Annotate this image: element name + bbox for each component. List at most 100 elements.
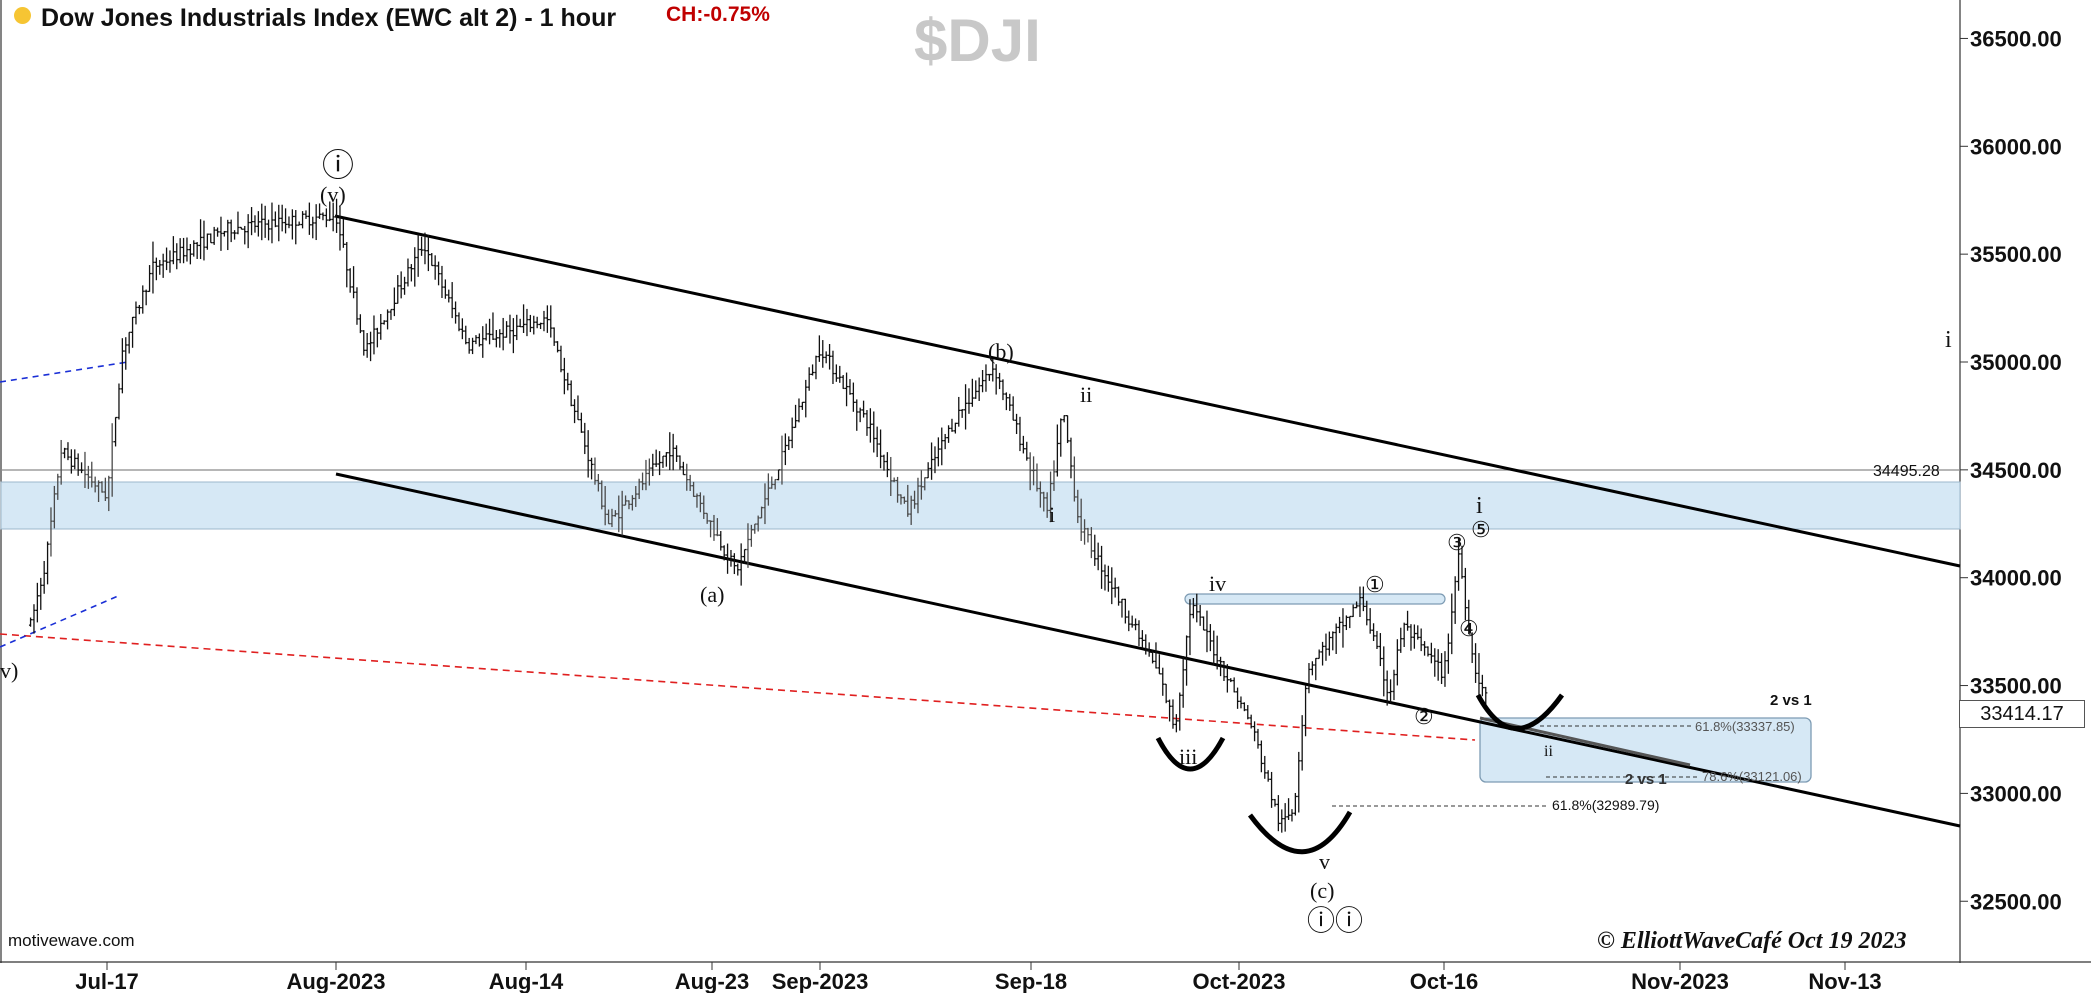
ohlc-bar [576, 395, 580, 421]
ohlc-bar [810, 364, 815, 376]
ohlc-bar [1021, 435, 1025, 454]
ohlc-bar [42, 560, 46, 594]
ohlc-bar [487, 318, 492, 345]
ohlc-bar [1456, 537, 1461, 591]
ohlc-bar [1106, 565, 1110, 592]
ohlc-bar [715, 518, 719, 537]
ohlc-bar [708, 520, 713, 538]
ohlc-bar [192, 240, 196, 257]
ohlc-bar [749, 524, 753, 547]
ohlc-bar [1263, 755, 1267, 779]
ohlc-bar [702, 495, 706, 519]
ohlc-bar [494, 330, 498, 348]
ohlc-bar [1280, 809, 1284, 833]
blue-dashed-lower [0, 595, 119, 648]
ohlc-bar [793, 404, 798, 429]
ohlc-bar [1065, 415, 1070, 444]
ohlc-bar [603, 486, 607, 526]
y-tick-label: 33000.00 [1970, 781, 2062, 806]
ohlc-bar [943, 433, 947, 450]
ohlc-bar [178, 238, 182, 264]
wave-label-circled-ii: ⓘⓘ [1307, 905, 1363, 937]
ohlc-bar [1378, 633, 1382, 667]
ohlc-bar [623, 495, 628, 506]
x-tick-label: Nov-2023 [1631, 969, 1729, 993]
ohlc-bar [620, 490, 624, 536]
ohlc-bar [647, 458, 651, 486]
ohlc-bar [535, 316, 539, 329]
ohlc-bar [375, 327, 379, 348]
ohlc-bar [1371, 623, 1376, 642]
ohlc-bar [790, 417, 794, 449]
ohlc-bar [946, 425, 951, 443]
ohlc-bar [120, 338, 124, 394]
source-label: motivewave.com [8, 931, 135, 950]
ohlc-bar [249, 207, 254, 236]
ohlc-bar [844, 372, 849, 407]
note-2-vs-1-lower: 2 vs 1 [1625, 771, 1667, 788]
ohlc-bar [297, 221, 301, 226]
ohlc-bar [617, 495, 621, 533]
ohlc-bar [147, 265, 152, 293]
ohlc-bar [804, 379, 808, 418]
ohlc-bar [130, 316, 135, 348]
ohlc-bar [691, 481, 696, 497]
ohlc-bar [1181, 656, 1185, 708]
ohlc-bar [929, 442, 934, 480]
ohlc-bar [821, 340, 825, 368]
ohlc-bar [1215, 635, 1219, 670]
wave-label-v-paren: (v) [320, 182, 346, 207]
ohlc-bar [970, 378, 974, 407]
ohlc-bar [1147, 642, 1151, 657]
ohlc-bar [637, 478, 641, 500]
ohlc-bar [1467, 599, 1471, 635]
ohlc-bar [62, 447, 67, 459]
ohlc-bar [1416, 625, 1420, 640]
ohlc-bar [586, 430, 590, 478]
ohlc-bar [736, 563, 740, 576]
ohlc-bar [69, 449, 73, 474]
ohlc-bar [365, 333, 369, 358]
ohlc-bar [848, 379, 852, 395]
ohlc-bar [1048, 471, 1053, 523]
ohlc-bar [780, 435, 784, 485]
x-tick-label: Aug-2023 [286, 969, 385, 993]
wave-label-3: ③ [1447, 530, 1467, 555]
ohlc-bar [453, 301, 458, 324]
ohlc-bar [889, 456, 893, 497]
ohlc-bar [967, 388, 971, 414]
ohlc-bar [385, 309, 390, 330]
ohlc-bar [1144, 634, 1148, 655]
ohlc-bar [1320, 641, 1325, 666]
ohlc-bar [1361, 586, 1365, 612]
ohlc-bar [977, 377, 981, 401]
ohlc-bar [569, 380, 573, 407]
wave-label-v-edge: v) [0, 658, 18, 683]
chart-title-text: Dow Jones Industrials Index (EWC alt 2) … [41, 4, 617, 32]
y-tick-label: 34500.00 [1970, 458, 2062, 483]
ohlc-bar [52, 485, 56, 529]
ohlc-bar [175, 243, 179, 270]
blue-dashed-upper [0, 361, 129, 383]
ohlc-bar [953, 422, 957, 434]
ohlc-bar [1310, 661, 1314, 676]
ohlc-bar [423, 232, 427, 265]
ohlc-bar [542, 310, 546, 332]
ohlc-bar [1154, 642, 1158, 669]
ohlc-bar [464, 325, 468, 345]
ohlc-bar [1433, 648, 1437, 677]
ohlc-bar [76, 453, 80, 476]
ohlc-bar [331, 202, 335, 232]
ohlc-bar [572, 399, 577, 424]
ohlc-bar [1099, 545, 1104, 589]
ohlc-bar [1042, 491, 1046, 512]
ohlc-bar [209, 233, 213, 244]
ohlc-bar [467, 337, 471, 354]
ohlc-bar [1086, 527, 1090, 543]
ohlc-bar [671, 433, 675, 471]
ohlc-bar [1082, 519, 1087, 545]
ohlc-bar [511, 318, 515, 354]
ohlc-bar [154, 257, 158, 281]
ohlc-bar [351, 266, 356, 299]
